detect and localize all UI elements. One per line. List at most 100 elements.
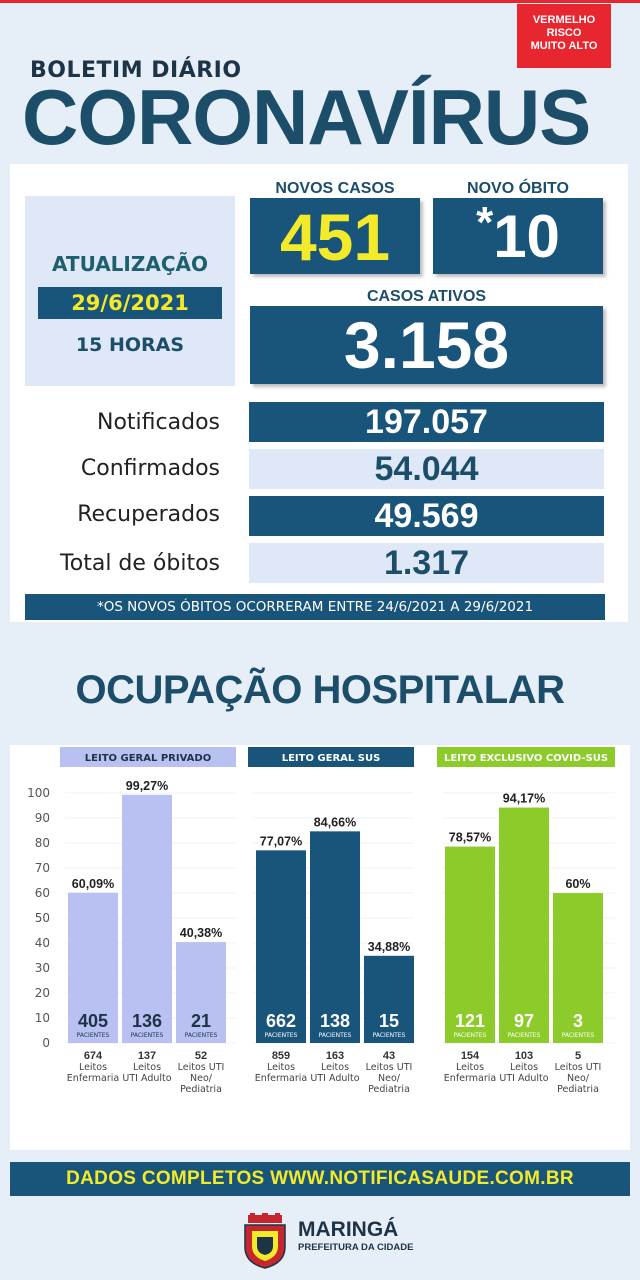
bar-patients-value: 138 [320, 1011, 350, 1031]
bar-percent-label: 40,38% [180, 926, 222, 940]
y-tick-label: 10 [35, 1011, 50, 1025]
risk-line-3: MUITO ALTO [530, 40, 598, 52]
bulletin-subtitle: BOLETIM DIÁRIO [30, 58, 242, 83]
page-title: CORONAVÍRUS [22, 73, 591, 161]
bar-category-line-2: Enfermaria [67, 1073, 119, 1084]
bar-percent-label: 94,17% [503, 792, 545, 806]
bar [122, 794, 172, 1043]
new-cases-label: NOVOS CASOS [275, 180, 395, 197]
stat-label-confirmados: Confirmados [80, 456, 220, 481]
bar [176, 942, 226, 1043]
group-header-label: LEITO GERAL SUS [282, 753, 381, 764]
bar-category-line-3: Pediatria [180, 1084, 222, 1095]
bar-category-line-1: Leitos [79, 1062, 107, 1073]
risk-line-2: RISCO [546, 27, 582, 39]
bar-beds-value: 674 [84, 1050, 103, 1062]
bar-patients-label: PACIENTES [562, 1032, 595, 1039]
bar-percent-label: 60% [565, 877, 590, 891]
y-tick-label: 30 [35, 961, 50, 975]
bar-patients-label: PACIENTES [131, 1032, 164, 1039]
bar-patients-value: 21 [191, 1011, 211, 1031]
city-seal-icon [244, 1213, 286, 1269]
group-header-bg [437, 747, 615, 767]
risk-badge: VERMELHO RISCO MUITO ALTO [517, 4, 611, 68]
bar-patients-value: 3 [573, 1011, 583, 1031]
bar-beds-value: 137 [138, 1050, 156, 1062]
stat-value-recuperados: 49.569 [249, 496, 604, 536]
new-death-value: 10 [493, 203, 560, 270]
risk-line-1: VERMELHO [532, 14, 596, 26]
bar-category-line-1: Leitos [510, 1062, 538, 1073]
bar-percent-label: 99,27% [126, 779, 168, 793]
bar [68, 892, 118, 1043]
bar-category-line-1: Leitos [267, 1062, 295, 1073]
bar-category-line-1: Leitos UTI [178, 1062, 225, 1073]
bar [310, 831, 360, 1043]
death-asterisk: * [476, 198, 494, 247]
bar [553, 893, 603, 1043]
bar [445, 846, 495, 1043]
update-label: ATUALIZAÇÃO [52, 252, 208, 276]
group-header-bg [248, 747, 414, 767]
occupancy-title: OCUPAÇÃO HOSPITALAR [75, 668, 565, 712]
bar-beds-value: 52 [195, 1050, 207, 1062]
active-cases-label: CASOS ATIVOS [366, 288, 487, 305]
bar [364, 955, 414, 1043]
bar-percent-label: 78,57% [449, 831, 491, 845]
group-header-label: LEITO GERAL PRIVADO [85, 753, 211, 764]
chart-root: 0 10 20 30 40 50 60 70 80 90 100 LEITO GERAL PRIVAD… [27, 747, 615, 1095]
new-cases-value: 451 [250, 198, 420, 274]
bar-beds-value: 5 [575, 1050, 581, 1062]
bar-category-line-2: Enfermaria [255, 1073, 307, 1084]
update-date: 29/6/2021 [38, 287, 222, 319]
city-name: MARINGÁ [298, 1218, 399, 1241]
bar-beds-value: 859 [272, 1050, 290, 1062]
bar-beds-value: 43 [383, 1050, 395, 1062]
footer-link[interactable]: DADOS COMPLETOS WWW.NOTIFICASAUDE.COM.BR [10, 1162, 630, 1196]
new-death-value-box: *10 [433, 198, 603, 274]
bar-category-line-3: Pediatria [557, 1084, 599, 1095]
y-tick-label: 40 [35, 936, 50, 950]
y-tick-label: 100 [27, 786, 50, 800]
bar-patients-label: PACIENTES [185, 1032, 218, 1039]
bar-patients-label: PACIENTES [319, 1032, 352, 1039]
bar-patients-label: PACIENTES [77, 1032, 110, 1039]
stat-value-total-obitos: 1.317 [249, 543, 604, 583]
bar-category-line-1: Leitos [133, 1062, 161, 1073]
stat-value-notificados: 197.057 [249, 402, 604, 442]
bar-patients-label: PACIENTES [373, 1032, 406, 1039]
bar-category-line-2: UTI Adulto [310, 1073, 359, 1084]
group-header-bg [60, 747, 236, 767]
city-subtitle: PREFEITURA DA CIDADE [298, 1242, 414, 1253]
bar-beds-value: 103 [515, 1050, 533, 1062]
bar-percent-label: 77,07% [260, 834, 302, 848]
y-tick-label: 90 [35, 811, 50, 825]
bar-category-line-2: Neo/ [378, 1073, 401, 1084]
bar-category-line-1: Leitos UTI [366, 1062, 413, 1073]
group-header-label: LEITO EXCLUSIVO COVID-SUS [444, 753, 608, 764]
bar-category-line-1: Leitos UTI [555, 1062, 602, 1073]
bar-patients-label: PACIENTES [508, 1032, 541, 1039]
bar-percent-label: 34,88% [368, 940, 410, 954]
y-tick-label: 50 [35, 911, 50, 925]
bar-patients-value: 121 [455, 1011, 485, 1031]
update-hour: 15 HORAS [75, 334, 185, 356]
bar-patients-value: 15 [379, 1011, 399, 1031]
bar-category-line-1: Leitos [456, 1062, 484, 1073]
bar [256, 850, 306, 1043]
bar-patients-value: 662 [266, 1011, 296, 1031]
active-cases-value: 3.158 [250, 306, 603, 384]
bar-category-line-3: Pediatria [368, 1084, 410, 1095]
bar-patients-value: 405 [78, 1011, 108, 1031]
deaths-note: *OS NOVOS ÓBITOS OCORRERAM ENTRE 24/6/20… [25, 594, 605, 620]
occupancy-chart: 0 10 20 30 40 50 60 70 80 90 100 LEITO GERAL PRIVAD… [27, 747, 615, 1095]
y-tick-label: 20 [35, 986, 50, 1000]
top-accent-line [0, 0, 640, 3]
bar-patients-label: PACIENTES [265, 1032, 298, 1039]
stat-label-recuperados: Recuperados [77, 502, 220, 527]
y-tick-label: 0 [42, 1036, 50, 1050]
y-tick-label: 80 [35, 836, 50, 850]
bar-category-line-2: UTI Adulto [122, 1073, 171, 1084]
bar-beds-value: 154 [461, 1050, 480, 1062]
bar-percent-label: 84,66% [314, 815, 356, 829]
